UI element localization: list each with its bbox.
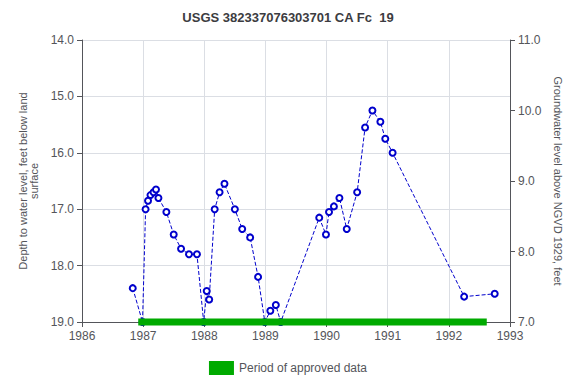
svg-text:1992: 1992 — [436, 329, 463, 343]
svg-text:7.0: 7.0 — [518, 315, 535, 329]
svg-text:17.0: 17.0 — [51, 202, 75, 216]
svg-text:18.0: 18.0 — [51, 259, 75, 273]
svg-text:surface: surface — [28, 163, 40, 199]
svg-text:Groundwater level above NGVD 1: Groundwater level above NGVD 1929, feet — [552, 76, 564, 285]
svg-text:1988: 1988 — [191, 329, 218, 343]
svg-text:16.0: 16.0 — [51, 146, 75, 160]
svg-text:19.0: 19.0 — [51, 315, 75, 329]
svg-text:14.0: 14.0 — [51, 33, 75, 47]
svg-text:11.0: 11.0 — [518, 33, 541, 47]
svg-text:8.0: 8.0 — [518, 245, 535, 259]
svg-text:Period of approved data: Period of approved data — [239, 361, 367, 375]
svg-text:1987: 1987 — [130, 329, 157, 343]
svg-text:15.0: 15.0 — [51, 89, 75, 103]
svg-text:9.0: 9.0 — [518, 174, 535, 188]
svg-text:1986: 1986 — [69, 329, 96, 343]
svg-text:Depth to water level, feet bel: Depth to water level, feet below land — [17, 92, 30, 270]
svg-text:1990: 1990 — [313, 329, 340, 343]
svg-text:1993: 1993 — [497, 329, 524, 343]
svg-text:1991: 1991 — [374, 329, 401, 343]
svg-text:1989: 1989 — [252, 329, 279, 343]
svg-text:10.0: 10.0 — [518, 104, 542, 118]
svg-text:USGS 382337076303701 CA Fc 19: USGS 382337076303701 CA Fc 19 — [182, 10, 393, 25]
